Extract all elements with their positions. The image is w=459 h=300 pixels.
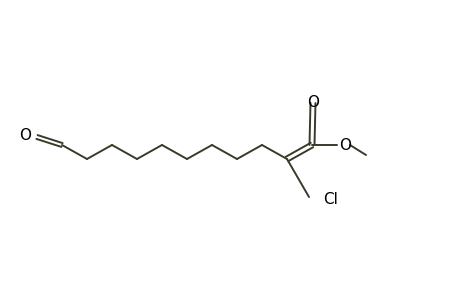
Text: O: O (306, 95, 318, 110)
Text: O: O (338, 137, 350, 152)
Text: O: O (19, 128, 31, 142)
Text: Cl: Cl (322, 193, 337, 208)
